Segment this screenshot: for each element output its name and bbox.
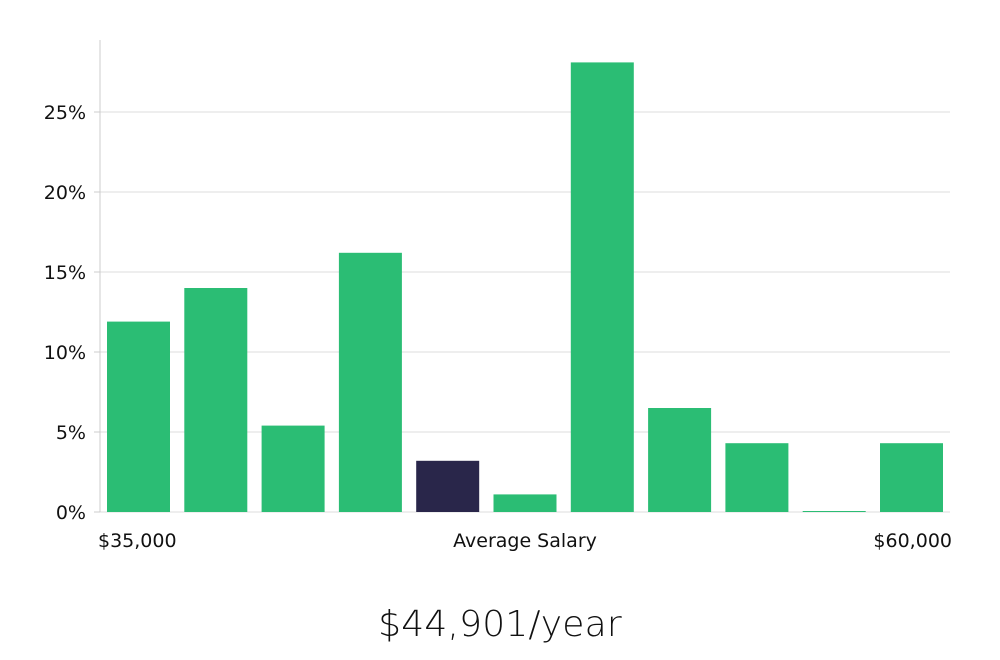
bar: [725, 443, 789, 512]
bar: [338, 252, 402, 513]
bar: [648, 408, 712, 512]
y-tick-label: 10%: [44, 342, 86, 364]
y-tick-label: 20%: [44, 182, 86, 204]
bar: [802, 511, 866, 512]
bar: [880, 443, 943, 512]
x-end-label: $60,000: [873, 530, 952, 552]
bar: [107, 321, 170, 512]
bar: [493, 494, 557, 512]
bar: [184, 288, 248, 512]
bar: [261, 425, 325, 512]
bar: [570, 62, 634, 513]
y-tick-labels: 0% 5% 10% 15% 20% 25%: [44, 102, 86, 524]
bars: [107, 62, 943, 513]
bar-highlight: [416, 460, 480, 512]
y-tick-label: 0%: [56, 502, 86, 524]
y-tick-label: 5%: [56, 422, 86, 444]
y-tick-label: 25%: [44, 102, 86, 124]
x-start-label: $35,000: [98, 530, 177, 552]
average-salary-value: $44,901/year: [378, 604, 622, 645]
y-tick-label: 15%: [44, 262, 86, 284]
x-axis-labels: $35,000 Average Salary $60,000: [98, 530, 952, 552]
x-axis-title: Average Salary: [453, 530, 597, 552]
